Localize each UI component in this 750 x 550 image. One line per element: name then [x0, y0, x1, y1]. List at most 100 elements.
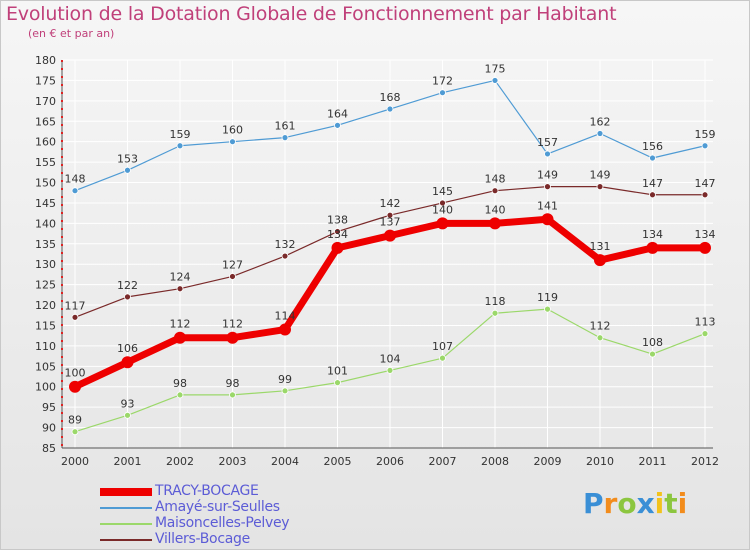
data-point — [281, 134, 289, 142]
data-label: 147 — [642, 177, 663, 190]
data-point — [334, 121, 341, 129]
legend-label: Maisoncelles-Pelvey — [155, 515, 290, 531]
data-point — [174, 331, 186, 344]
data-point — [386, 105, 394, 113]
data-point — [701, 191, 709, 199]
logo-letter: t — [664, 487, 678, 520]
legend-swatch — [100, 539, 152, 541]
legend-swatch — [100, 488, 152, 496]
data-label: 148 — [65, 173, 86, 186]
y-tick-label: 110 — [35, 340, 56, 353]
data-label: 134 — [327, 228, 348, 241]
data-point — [544, 183, 551, 191]
data-point — [334, 379, 341, 387]
x-tick-label: 2010 — [586, 455, 614, 468]
data-label: 156 — [642, 140, 663, 153]
data-label: 89 — [68, 414, 82, 427]
y-tick-label: 140 — [35, 217, 56, 230]
data-label: 98 — [173, 377, 187, 390]
x-tick-label: 2008 — [481, 455, 509, 468]
data-label: 149 — [537, 169, 558, 182]
data-label: 124 — [170, 271, 191, 284]
data-point — [281, 387, 289, 395]
data-point — [176, 391, 184, 399]
data-label: 100 — [65, 367, 86, 380]
data-point — [491, 309, 499, 317]
data-label: 140 — [485, 203, 506, 216]
data-label: 119 — [537, 291, 558, 304]
x-tick-label: 2006 — [376, 455, 404, 468]
x-tick-label: 2003 — [219, 455, 247, 468]
data-label: 106 — [117, 342, 138, 355]
y-tick-label: 120 — [35, 299, 56, 312]
data-label: 107 — [432, 340, 453, 353]
data-label: 161 — [275, 120, 296, 133]
chart-subtitle: (en € et par an) — [28, 27, 115, 40]
data-label: 159 — [170, 128, 191, 141]
data-point — [649, 350, 656, 358]
y-tick-label: 150 — [35, 177, 56, 190]
legend-swatch — [100, 523, 152, 525]
data-point — [701, 142, 709, 150]
data-label: 147 — [695, 177, 716, 190]
data-point — [229, 138, 236, 146]
x-tick-label: 2000 — [61, 455, 89, 468]
data-point — [124, 166, 131, 174]
data-point — [226, 331, 239, 344]
data-label: 137 — [380, 216, 401, 229]
y-tick-label: 165 — [35, 115, 56, 128]
data-label: 172 — [432, 75, 453, 88]
data-label: 98 — [226, 377, 240, 390]
x-tick-label: 2012 — [691, 455, 719, 468]
logo-letter: i — [654, 487, 665, 520]
data-label: 112 — [222, 318, 243, 331]
logo-letter: P — [583, 487, 604, 520]
data-point — [439, 199, 446, 207]
logo-letter: i — [677, 487, 688, 520]
x-tick-label: 2009 — [534, 455, 562, 468]
data-label: 117 — [65, 299, 86, 312]
proxiti-logo: Proxiti — [583, 487, 687, 520]
data-point — [176, 142, 184, 150]
data-point — [281, 252, 289, 260]
y-tick-label: 95 — [42, 401, 56, 414]
data-label: 160 — [222, 124, 243, 137]
data-point — [229, 391, 236, 399]
data-point — [646, 241, 659, 254]
data-point — [699, 241, 711, 254]
data-point — [176, 285, 184, 293]
legend-label: Amayé-sur-Seulles — [155, 499, 280, 515]
legend-label: TRACY-BOCAGE — [155, 483, 259, 499]
y-tick-label: 90 — [42, 422, 56, 435]
y-tick-label: 130 — [35, 258, 56, 271]
x-tick-label: 2007 — [429, 455, 457, 468]
data-point — [649, 154, 656, 162]
y-tick-label: 145 — [35, 197, 56, 210]
axis-layer: 85 90 95 100 105 110 115 120 125 130 135 140 145 150 1… — [35, 54, 719, 468]
data-label: 113 — [695, 316, 716, 329]
data-label: 134 — [695, 228, 716, 241]
y-tick-label: 100 — [35, 381, 56, 394]
x-tick-label: 2011 — [639, 455, 667, 468]
data-label: 149 — [590, 169, 611, 182]
data-point — [439, 89, 446, 97]
data-label: 108 — [642, 336, 663, 349]
data-point — [436, 217, 449, 230]
data-label: 148 — [485, 173, 506, 186]
data-point — [439, 354, 446, 362]
data-point — [229, 273, 236, 280]
data-label: 131 — [590, 240, 611, 253]
data-point — [491, 77, 499, 84]
y-tick-label: 155 — [35, 156, 56, 169]
data-point — [596, 334, 604, 342]
x-tick-label: 2005 — [324, 455, 352, 468]
y-tick-label: 125 — [35, 279, 56, 292]
data-point — [331, 241, 344, 254]
data-point — [71, 428, 79, 436]
y-tick-label: 115 — [35, 319, 56, 332]
data-point — [701, 330, 709, 338]
legend-swatch — [100, 507, 152, 509]
